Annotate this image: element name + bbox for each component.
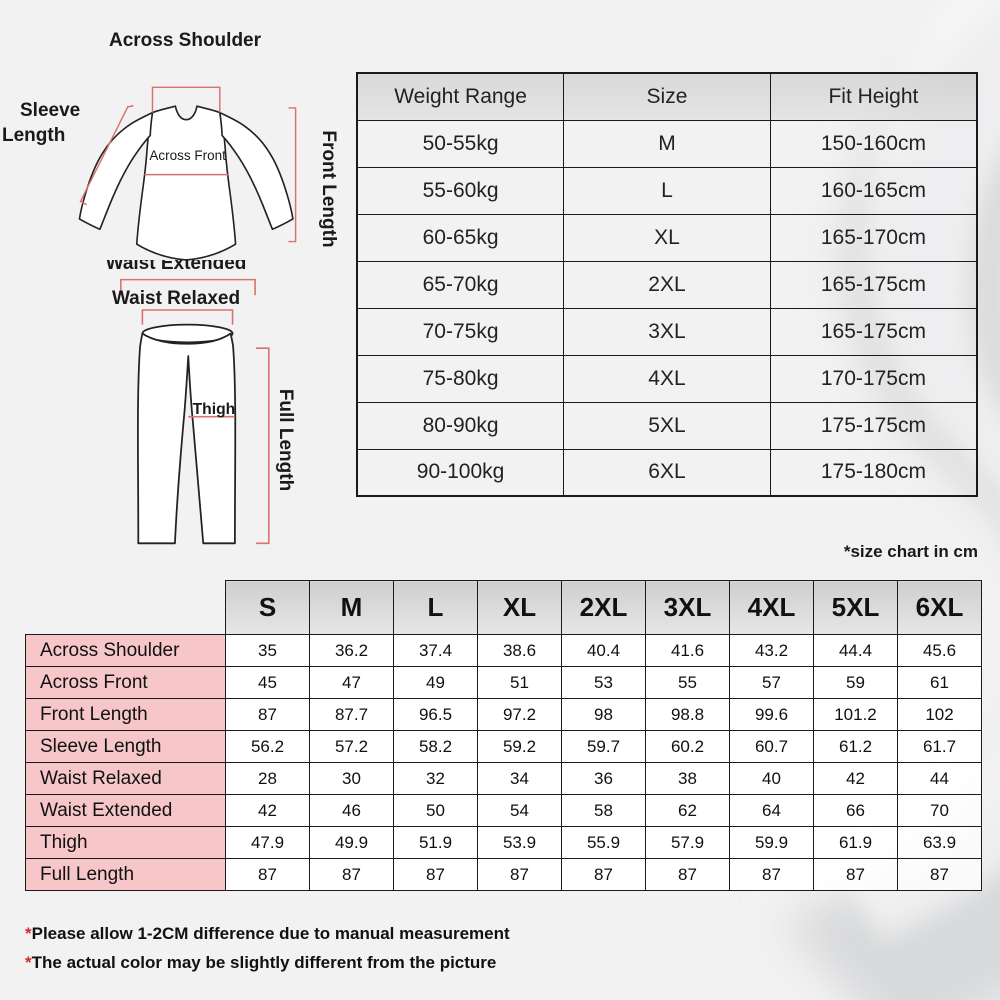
svg-text:Across Front: Across Front: [149, 148, 226, 163]
svg-text:Sleeve: Sleeve: [20, 100, 80, 121]
svg-text:Front Length: Front Length: [318, 130, 339, 247]
svg-text:Waist Relaxed: Waist Relaxed: [112, 288, 240, 309]
svg-text:Full Length: Full Length: [275, 389, 296, 491]
svg-text:Thigh: Thigh: [193, 401, 236, 418]
svg-text:Across Shoulder: Across Shoulder: [109, 30, 262, 51]
svg-text:Waist Extended: Waist Extended: [106, 260, 247, 274]
svg-text:Length: Length: [2, 125, 65, 146]
